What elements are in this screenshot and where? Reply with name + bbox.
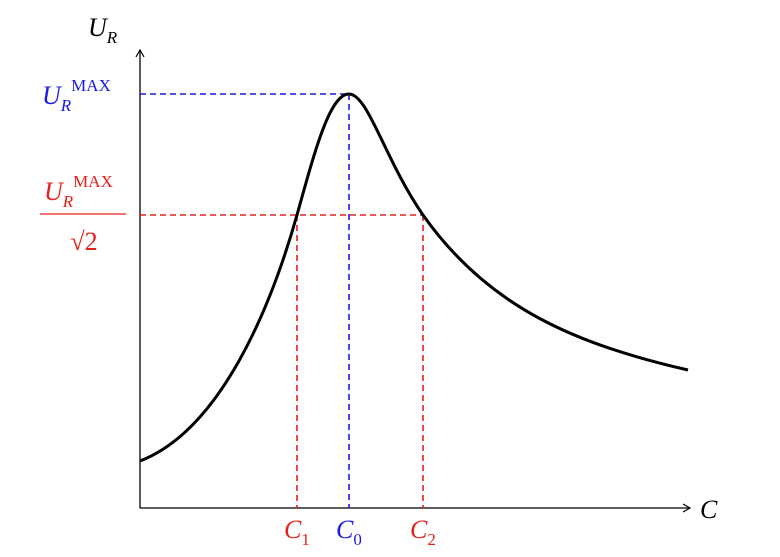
- label-sub: 1: [301, 530, 310, 549]
- label-main: U: [88, 13, 109, 42]
- label-sup: MAX: [71, 76, 111, 95]
- max-level-label: URMAX: [42, 76, 111, 115]
- label-main: C: [284, 515, 302, 544]
- label-sub: 2: [427, 530, 436, 549]
- label-sub: R: [62, 192, 74, 211]
- label-main: C: [410, 515, 428, 544]
- label-sub: R: [106, 28, 118, 47]
- c1-label: C1: [284, 515, 310, 549]
- half-level-numerator: URMAX: [44, 172, 113, 211]
- x-axis-label: C: [700, 495, 718, 524]
- half-level-denominator: √2: [70, 227, 97, 256]
- label-sub: 0: [353, 530, 362, 549]
- label-sub: R: [60, 96, 72, 115]
- label-main: U: [44, 177, 65, 206]
- resonance-curve: [139, 92, 689, 463]
- c0-label: C0: [336, 515, 362, 549]
- label-main: U: [42, 81, 63, 110]
- label-main: C: [336, 515, 354, 544]
- y-axis-label: UR: [88, 13, 118, 47]
- label-sup: MAX: [73, 172, 113, 191]
- c2-label: C2: [410, 515, 436, 549]
